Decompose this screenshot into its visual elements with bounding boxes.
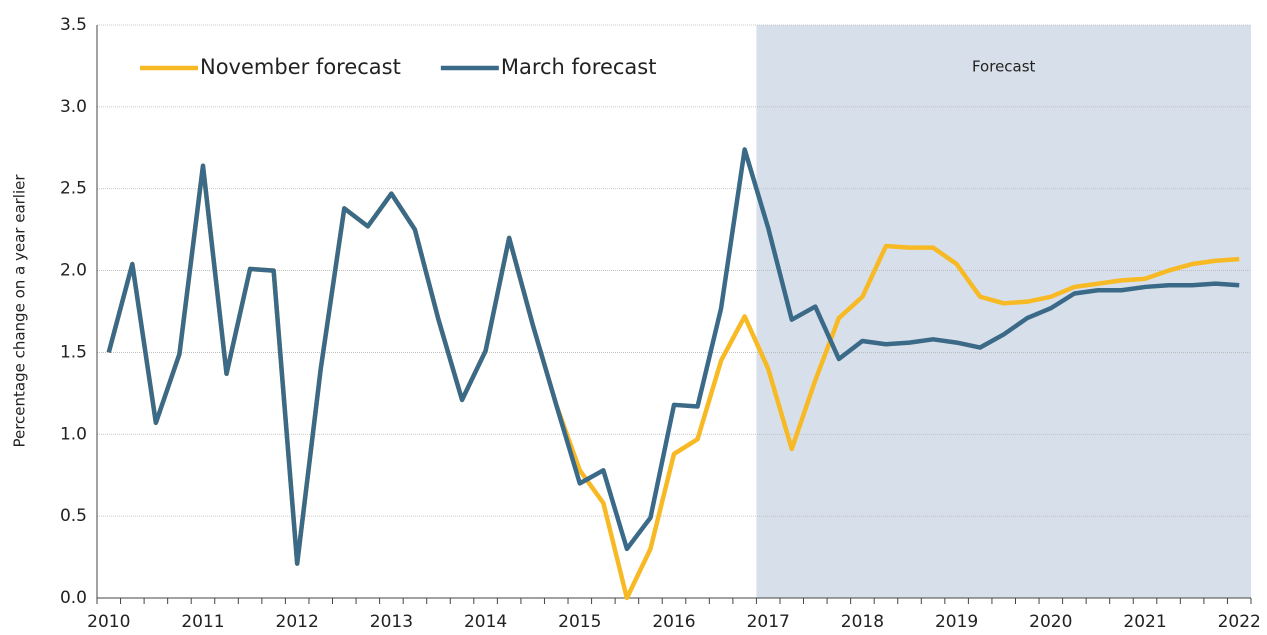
forecast-region [756,25,1251,598]
y-tick-label: 2.0 [60,261,87,281]
legend-label: November forecast [200,55,401,79]
x-tick-label: 2012 [276,612,319,632]
x-tick-label: 2017 [747,612,790,632]
y-tick-label: 3.5 [60,15,87,35]
x-tick-label: 2021 [1123,612,1166,632]
x-tick-label: 2010 [87,612,130,632]
y-axis-label: Percentage change on a year earlier [11,174,29,448]
x-tick-label: 2016 [652,612,695,632]
y-tick-label: 2.5 [60,179,87,199]
x-tick-label: 2014 [464,612,507,632]
series-line [106,147,1240,566]
x-tick-label: 2011 [181,612,224,632]
x-tick-label: 2022 [1218,612,1261,632]
legend-label: March forecast [501,55,657,79]
x-tick-label: 2018 [841,612,884,632]
y-tick-label: 0.0 [60,588,87,608]
x-tick-label: 2015 [558,612,601,632]
x-tick-label: 2020 [1029,612,1072,632]
x-tick-label: 2013 [370,612,413,632]
forecast-label: Forecast [972,58,1036,76]
x-tick-label: 2019 [935,612,978,632]
y-tick-label: 1.5 [60,342,87,362]
y-tick-label: 3.0 [60,97,87,117]
y-tick-label: 0.5 [60,506,87,526]
y-tick-label: 1.0 [60,424,87,444]
